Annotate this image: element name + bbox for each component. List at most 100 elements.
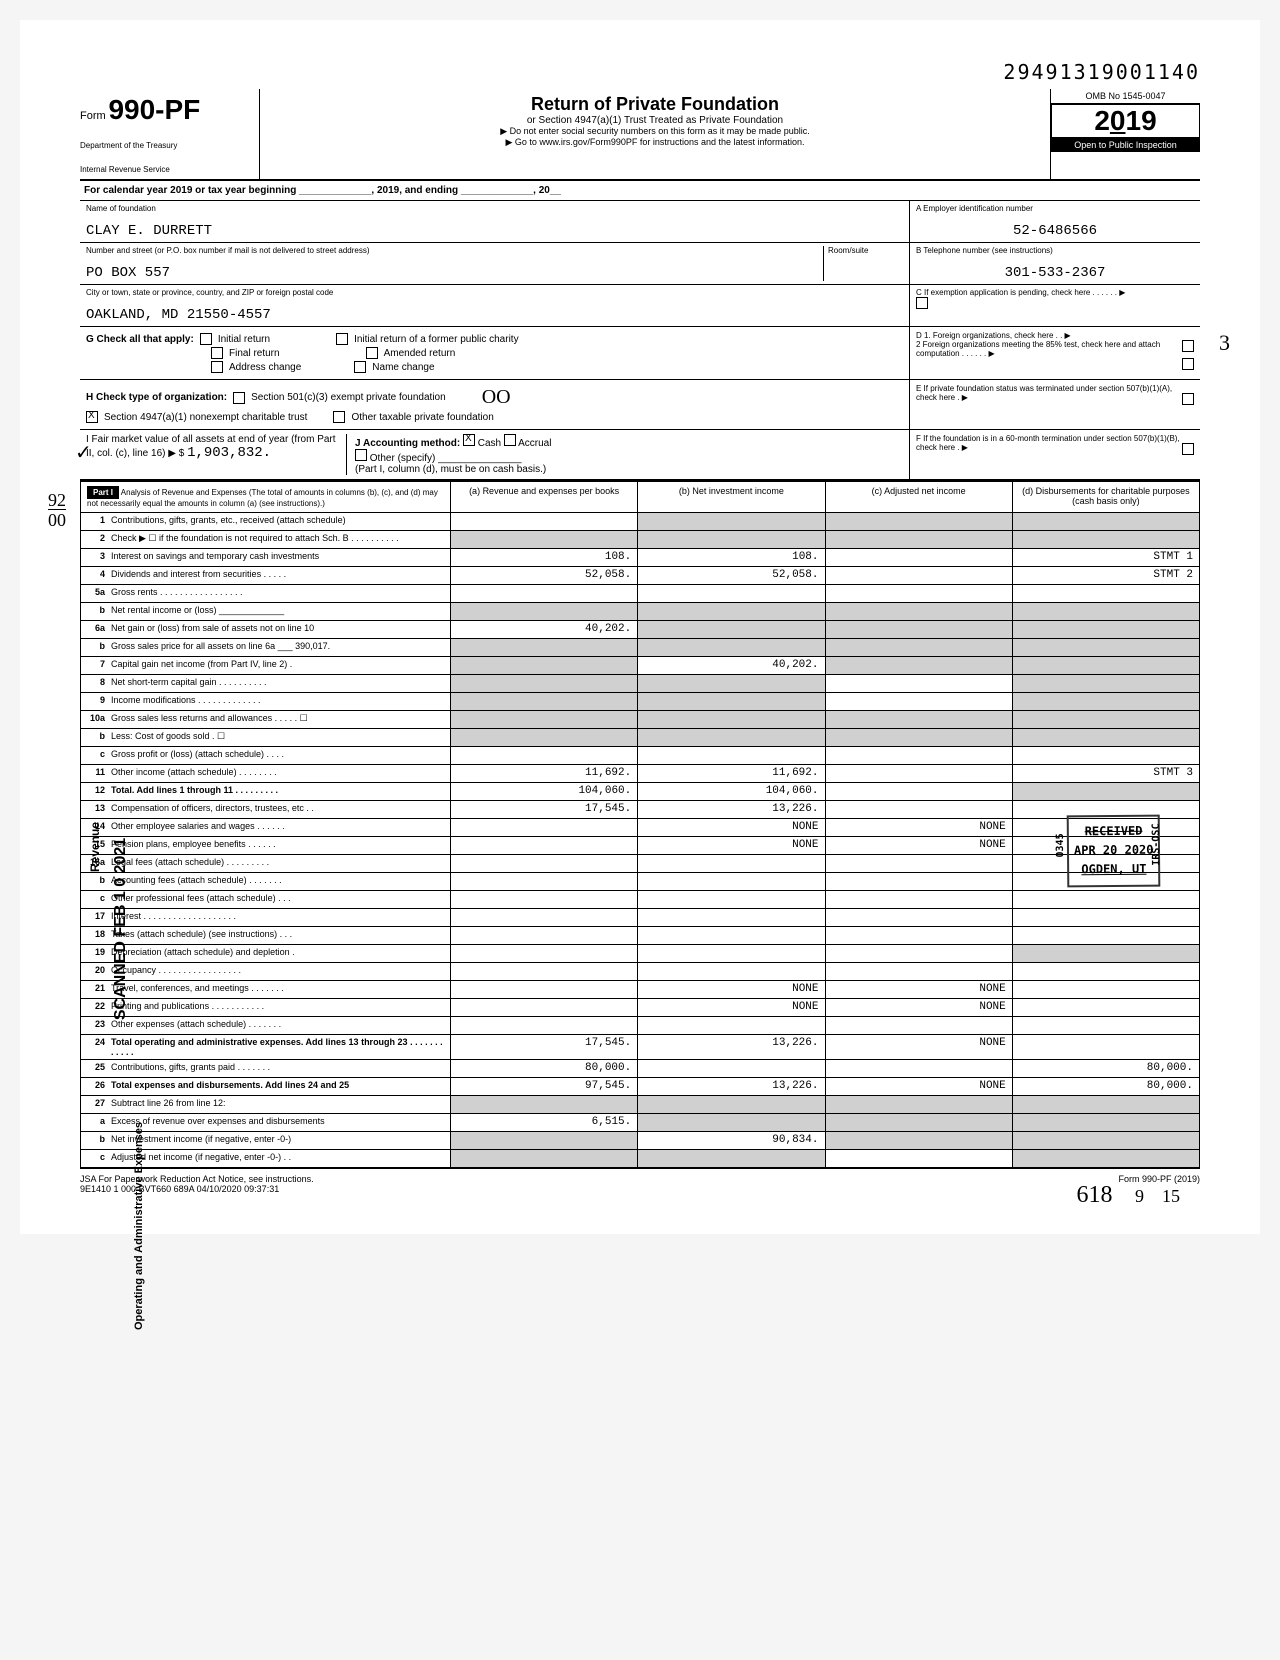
cell-b (638, 1114, 825, 1131)
city-value: OAKLAND, MD 21550-4557 (86, 297, 903, 323)
omb-number: OMB No 1545-0047 (1051, 89, 1200, 104)
cell-c (826, 855, 1013, 872)
table-row: c Adjusted net income (if negative, ente… (81, 1150, 1199, 1168)
cell-b: 13,226. (638, 801, 825, 818)
col-d-header: (d) Disbursements for charitable purpose… (1013, 482, 1199, 512)
cell-c: NONE (826, 1035, 1013, 1059)
row-number: b (81, 873, 107, 890)
footer-row: JSA For Paperwork Reduction Act Notice, … (80, 1174, 1200, 1194)
cell-b: 13,226. (638, 1035, 825, 1059)
cell-c (826, 531, 1013, 548)
ein-cell: A Employer identification number 52-6486… (910, 201, 1200, 242)
cell-c (826, 567, 1013, 584)
revenue-label: Revenue (88, 822, 102, 872)
cell-b: 13,226. (638, 1078, 825, 1095)
other-checkbox[interactable] (355, 449, 367, 461)
table-row: 25 Contributions, gifts, grants paid . .… (81, 1060, 1199, 1078)
cell-a (451, 729, 638, 746)
cell-d (1013, 693, 1199, 710)
cell-a (451, 963, 638, 980)
row-label: Gross sales price for all assets on line… (107, 639, 451, 656)
foundation-name: CLAY E. DURRETT (86, 213, 903, 239)
d1-checkbox[interactable] (1182, 340, 1194, 352)
cell-b (638, 1017, 825, 1034)
row-number: 20 (81, 963, 107, 980)
table-row: a Excess of revenue over expenses and di… (81, 1114, 1199, 1132)
accrual-checkbox[interactable] (504, 434, 516, 446)
cell-c (826, 675, 1013, 692)
cell-b: NONE (638, 999, 825, 1016)
stamp-side: IRS-OSC (1149, 823, 1165, 865)
cell-b (638, 729, 825, 746)
row-number: 27 (81, 1096, 107, 1113)
cell-a (451, 639, 638, 656)
col-c-header: (c) Adjusted net income (826, 482, 1013, 512)
cell-c (826, 1017, 1013, 1034)
cell-d (1013, 747, 1199, 764)
row-label: Total operating and administrative expen… (107, 1035, 451, 1059)
row-number: b (81, 1132, 107, 1149)
othertax-checkbox[interactable] (333, 411, 345, 423)
cell-c (826, 693, 1013, 710)
hw-margin-3: 3 (1219, 330, 1230, 356)
row-label: Depreciation (attach schedule) and deple… (107, 945, 451, 962)
d2-checkbox[interactable] (1182, 358, 1194, 370)
cell-b (638, 945, 825, 962)
cell-b (638, 873, 825, 890)
row-number: 12 (81, 783, 107, 800)
row-number: 2 (81, 531, 107, 548)
final-label: Final return (229, 348, 280, 359)
row-label: Adjusted net income (if negative, enter … (107, 1150, 451, 1167)
row-label: Other professional fees (attach schedule… (107, 891, 451, 908)
cell-c: NONE (826, 999, 1013, 1016)
phone-label: B Telephone number (see instructions) (916, 246, 1194, 255)
initial-checkbox[interactable] (200, 333, 212, 345)
cell-a (451, 711, 638, 728)
cell-d (1013, 1035, 1199, 1059)
namechange-checkbox[interactable] (354, 361, 366, 373)
cell-b (638, 927, 825, 944)
e-checkbox[interactable] (1182, 393, 1194, 405)
hw-check: ✓ (75, 440, 92, 465)
cell-d (1013, 945, 1199, 962)
hw-00: 00 (48, 510, 66, 531)
row-number: b (81, 639, 107, 656)
cell-d: STMT 1 (1013, 549, 1199, 566)
table-row: b Net rental income or (loss) __________… (81, 603, 1199, 621)
warning-text: ▶ Do not enter social security numbers o… (270, 126, 1040, 137)
cell-b (638, 1060, 825, 1077)
s4947-checkbox[interactable]: X (86, 411, 98, 423)
cell-c (826, 639, 1013, 656)
cell-d (1013, 657, 1199, 674)
table-row: 7 Capital gain net income (from Part IV,… (81, 657, 1199, 675)
s501-checkbox[interactable] (233, 392, 245, 404)
final-checkbox[interactable] (211, 347, 223, 359)
cell-b (638, 711, 825, 728)
row-number: 17 (81, 909, 107, 926)
address-checkbox[interactable] (211, 361, 223, 373)
stamp-date: APR 20 2020 (1073, 841, 1153, 861)
f-checkbox[interactable] (1182, 443, 1194, 455)
section-g-left: G Check all that apply: Initial return I… (80, 327, 910, 379)
amended-checkbox[interactable] (366, 347, 378, 359)
ein-label: A Employer identification number (916, 204, 1194, 213)
g-label: G Check all that apply: (86, 334, 194, 345)
street-row: Number and street (or P.O. box number if… (80, 243, 1200, 285)
table-row: 6a Net gain or (loss) from sale of asset… (81, 621, 1199, 639)
table-row: 4 Dividends and interest from securities… (81, 567, 1199, 585)
cell-a (451, 981, 638, 998)
form-page: 29491319001140 Form 990-PF Department of… (20, 20, 1260, 1234)
namechange-label: Name change (372, 362, 434, 373)
cell-d (1013, 711, 1199, 728)
footer-code: 9E1410 1 000 (80, 1184, 136, 1194)
hw-oo: OO (482, 386, 511, 409)
hw-9: 9 (1135, 1186, 1144, 1206)
cash-checkbox[interactable]: X (463, 434, 475, 446)
d1-label: D 1. Foreign organizations, check here .… (916, 331, 1194, 340)
exemption-checkbox[interactable] (916, 297, 928, 309)
cell-c (826, 909, 1013, 926)
row-number: c (81, 891, 107, 908)
cell-c (826, 513, 1013, 530)
initial-former-checkbox[interactable] (336, 333, 348, 345)
row-label: Total expenses and disbursements. Add li… (107, 1078, 451, 1095)
